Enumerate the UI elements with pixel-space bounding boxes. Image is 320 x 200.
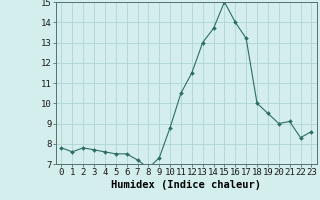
X-axis label: Humidex (Indice chaleur): Humidex (Indice chaleur): [111, 180, 261, 190]
